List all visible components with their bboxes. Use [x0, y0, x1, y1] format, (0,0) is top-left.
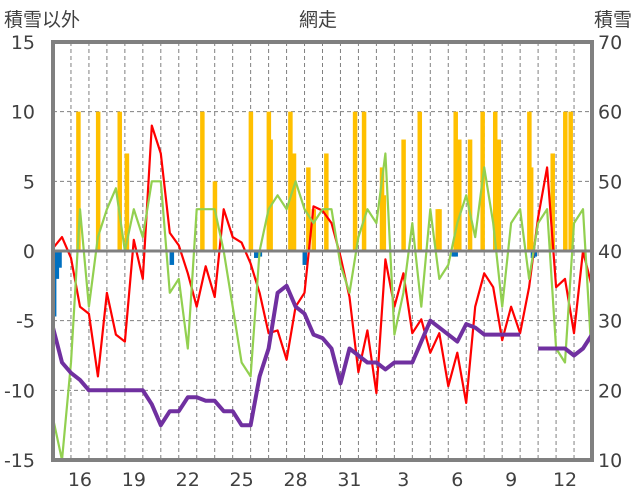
x-tick-label: 31: [337, 469, 361, 491]
blue-bar: [302, 251, 308, 265]
right-y-tick-label: 40: [598, 241, 622, 263]
bars: [51, 111, 573, 317]
orange-bar: [437, 209, 442, 251]
x-tick-label: 25: [230, 469, 254, 491]
left-y-tick-label: -5: [16, 311, 35, 333]
red-series-line: [52, 124, 594, 404]
orange-bar: [381, 195, 387, 251]
orange-bar: [268, 139, 273, 251]
right-axis-title: 積雪: [594, 9, 632, 31]
orange-bar: [550, 153, 555, 251]
blue-bar: [169, 251, 175, 265]
x-tick-label: 28: [283, 469, 307, 491]
right-y-tick-label: 50: [598, 171, 622, 193]
orange-bar: [248, 111, 254, 252]
orange-bar: [568, 111, 573, 252]
x-tick-label: 19: [122, 469, 146, 491]
blue-bar: [254, 251, 259, 258]
plot-border: [51, 40, 594, 462]
x-tick-label: 12: [553, 469, 577, 491]
right-y-tick-label: 60: [598, 102, 622, 124]
series-lines: [51, 124, 594, 462]
x-tick-label: 22: [176, 469, 200, 491]
blue-bar: [453, 251, 458, 257]
orange-bar: [306, 167, 311, 251]
left-y-tick-label: 0: [23, 241, 35, 263]
left-y-tick-label: 15: [11, 32, 35, 54]
orange-bar: [361, 111, 367, 252]
x-tick-label: 9: [505, 469, 517, 491]
purple-series-line: [51, 283, 594, 428]
orange-bar: [417, 111, 423, 252]
plot-frame: [51, 40, 594, 462]
chart-title: 網走: [299, 9, 337, 31]
orange-bar: [563, 111, 568, 252]
left-y-tick-label: 10: [11, 102, 35, 124]
orange-bar: [492, 111, 498, 252]
orange-bar: [95, 111, 101, 252]
left-axis-title: 積雪以外: [4, 9, 80, 31]
orange-bar: [76, 111, 81, 252]
blue-bar: [532, 251, 538, 257]
orange-bar: [124, 153, 130, 251]
orange-bar: [401, 139, 406, 251]
blue-bar: [54, 251, 60, 279]
x-tick-label: 16: [68, 469, 92, 491]
green-series-line: [51, 152, 594, 462]
orange-bar: [457, 139, 462, 251]
orange-bar: [212, 181, 218, 251]
orange-bar: [117, 111, 122, 252]
orange-bar: [467, 139, 473, 251]
blue-bar: [57, 251, 62, 268]
orange-bar: [200, 111, 205, 252]
left-y-tick-label: -15: [4, 450, 35, 472]
orange-bar: [324, 153, 329, 251]
right-y-tick-label: 20: [598, 380, 622, 402]
x-tick-label: 6: [451, 469, 463, 491]
x-tick-label: 3: [397, 469, 409, 491]
orange-bar: [496, 139, 502, 251]
orange-bar: [453, 111, 458, 252]
left-y-tick-label: 5: [23, 171, 35, 193]
right-y-tick-label: 10: [598, 450, 622, 472]
left-y-tick-label: -10: [4, 380, 35, 402]
orange-bar: [352, 111, 358, 252]
right-y-tick-label: 70: [598, 32, 622, 54]
orange-bar: [311, 209, 317, 251]
orange-bar: [291, 153, 297, 251]
orange-bar: [528, 167, 534, 251]
orange-bar: [288, 111, 293, 252]
right-y-tick-label: 30: [598, 311, 622, 333]
